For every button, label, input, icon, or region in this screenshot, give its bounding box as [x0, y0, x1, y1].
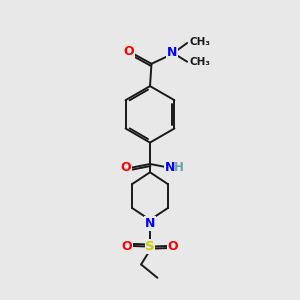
Text: N: N — [164, 161, 175, 174]
Text: CH₃: CH₃ — [190, 38, 211, 47]
Text: O: O — [122, 239, 132, 253]
Text: O: O — [120, 161, 131, 174]
Text: CH₃: CH₃ — [190, 57, 211, 67]
Text: O: O — [168, 239, 178, 253]
Text: S: S — [145, 240, 155, 253]
Text: O: O — [124, 45, 134, 58]
Text: N: N — [145, 217, 155, 230]
Text: N: N — [167, 46, 178, 59]
Text: H: H — [174, 161, 184, 174]
